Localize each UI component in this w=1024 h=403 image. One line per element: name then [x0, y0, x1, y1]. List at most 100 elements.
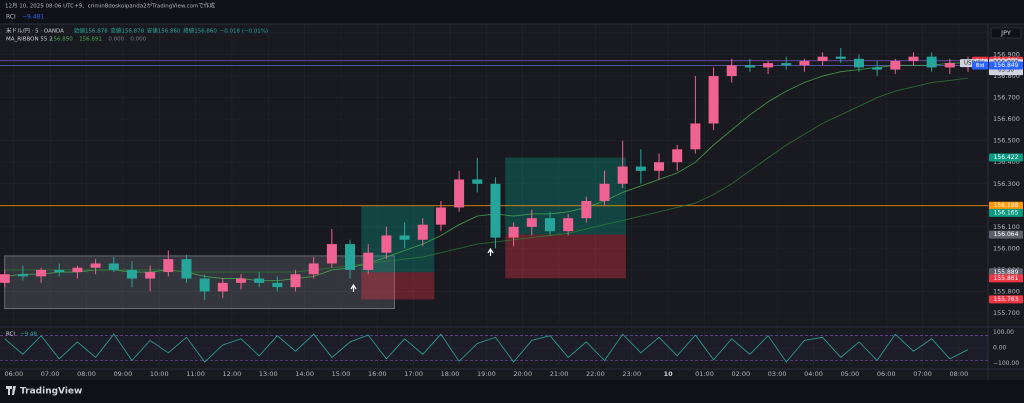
- candle-body: [381, 235, 392, 253]
- candle-body: [363, 252, 374, 270]
- x-tick-label: 05:00: [841, 370, 860, 378]
- price-label: 155.889: [994, 269, 1019, 276]
- y-tick-label: 156.100: [993, 223, 1020, 231]
- caption: 12月 10, 2025 08:06 UTC+9、crimin8doskoipa…: [5, 2, 215, 10]
- x-tick-label: 23:00: [622, 370, 641, 378]
- candle-body: [853, 58, 864, 68]
- legend-ma-value: 0.000: [108, 37, 124, 43]
- candle-body: [690, 123, 701, 150]
- currency: JPY: [1000, 29, 1011, 37]
- candle-body: [290, 274, 301, 288]
- x-tick-label: 07:00: [41, 370, 60, 378]
- candle-body: [308, 263, 319, 275]
- price-label: 155.861: [994, 275, 1019, 282]
- rci-line: [4, 333, 969, 363]
- candle-body: [708, 76, 719, 124]
- candle-body: [199, 278, 210, 292]
- candle-body: [472, 179, 483, 184]
- candle-body: [454, 179, 465, 208]
- chart-area: [0, 24, 1024, 380]
- price-label-box: [989, 274, 1023, 283]
- candle-body: [526, 218, 537, 227]
- y-tick-label: 156.800: [993, 72, 1020, 80]
- candle-body: [163, 259, 174, 273]
- price-tag: Bid: [976, 63, 985, 69]
- stop-zone: [361, 272, 435, 300]
- labels: 155.700155.800155.900156.000156.100156.2…: [4, 27, 1023, 378]
- x-tick-label: 06:00: [4, 370, 23, 378]
- candle-body: [508, 226, 519, 238]
- legend-ma-value: 0.000: [130, 37, 146, 43]
- candle-body: [544, 218, 555, 232]
- candle-body: [181, 259, 192, 279]
- candle-body: [417, 224, 428, 240]
- y-tick-label: 155.700: [993, 309, 1020, 317]
- indicator-name: RCI: [6, 14, 16, 21]
- logo: TradingView: [6, 386, 82, 397]
- arrow-icon: [487, 247, 494, 256]
- candle-body: [345, 244, 356, 270]
- candle-body: [90, 263, 101, 268]
- candle-body: [744, 65, 755, 68]
- price-label-countdown: 03:30: [998, 68, 1014, 74]
- price-label: 156.064: [994, 231, 1019, 238]
- price-tag-box: [972, 61, 988, 70]
- price-label-box: [989, 268, 1023, 277]
- candle-body: [272, 282, 283, 288]
- candle-body: [581, 200, 592, 219]
- currency-box[interactable]: [990, 27, 1022, 39]
- y-tick-label: 156.700: [993, 94, 1020, 102]
- x-tick-label: 10:00: [150, 370, 169, 378]
- candle-body: [908, 56, 919, 61]
- legend-symbol: 米ドル/円 · 5 · OANDA: [6, 27, 64, 35]
- rci-tick-label: −100.00: [993, 360, 1019, 367]
- candle-body: [872, 67, 883, 70]
- candle-body: [944, 63, 955, 68]
- x-tick-label: 08:00: [950, 370, 969, 378]
- candle-body: [0, 274, 10, 283]
- legend-value: 安値156.860: [147, 27, 181, 35]
- price-label-box: [989, 61, 1023, 70]
- x-tick-label: 21:00: [550, 370, 569, 378]
- candle-body: [399, 235, 410, 240]
- candle-body: [36, 269, 47, 277]
- logo-text: TradingView: [20, 387, 82, 397]
- y-tick-label: 156.600: [993, 115, 1020, 123]
- candle-body: [126, 269, 137, 279]
- candles: [0, 48, 974, 301]
- candle-body: [672, 149, 683, 163]
- x-tick-label: 22:00: [586, 370, 605, 378]
- indicator-value: −9.481: [22, 14, 44, 21]
- price-label: 156.422: [994, 154, 1019, 161]
- arrow-icon: [350, 283, 357, 292]
- candle-body: [926, 56, 937, 68]
- candle-body: [72, 267, 83, 273]
- candle-body: [654, 162, 665, 171]
- candle-body: [890, 60, 901, 70]
- legend-value: 始値156.878: [74, 27, 108, 35]
- candle-body: [799, 60, 810, 66]
- y-tick-label: 156.400: [993, 158, 1020, 166]
- x-tick-label: 06:00: [877, 370, 896, 378]
- price-label: 156.165: [994, 209, 1019, 216]
- y-tick-label: 156.000: [993, 244, 1020, 252]
- price-label-box: [989, 208, 1023, 217]
- candle-body: [254, 278, 265, 283]
- price-label-box: [989, 230, 1023, 239]
- price-label-box: [989, 201, 1023, 210]
- rci-band: [0, 335, 988, 361]
- candle-body: [435, 207, 446, 225]
- y-tick-label: 155.800: [993, 287, 1020, 295]
- x-tick-label: 17:00: [404, 370, 423, 378]
- legend-value: 高値156.878: [110, 27, 144, 35]
- price-label-box: [989, 295, 1023, 304]
- candle-body: [145, 272, 156, 279]
- x-tick-label: 11:00: [186, 370, 205, 378]
- candle-body: [490, 183, 501, 238]
- stop-zone: [505, 234, 626, 279]
- candle-body: [108, 263, 119, 270]
- candle-body: [326, 244, 337, 264]
